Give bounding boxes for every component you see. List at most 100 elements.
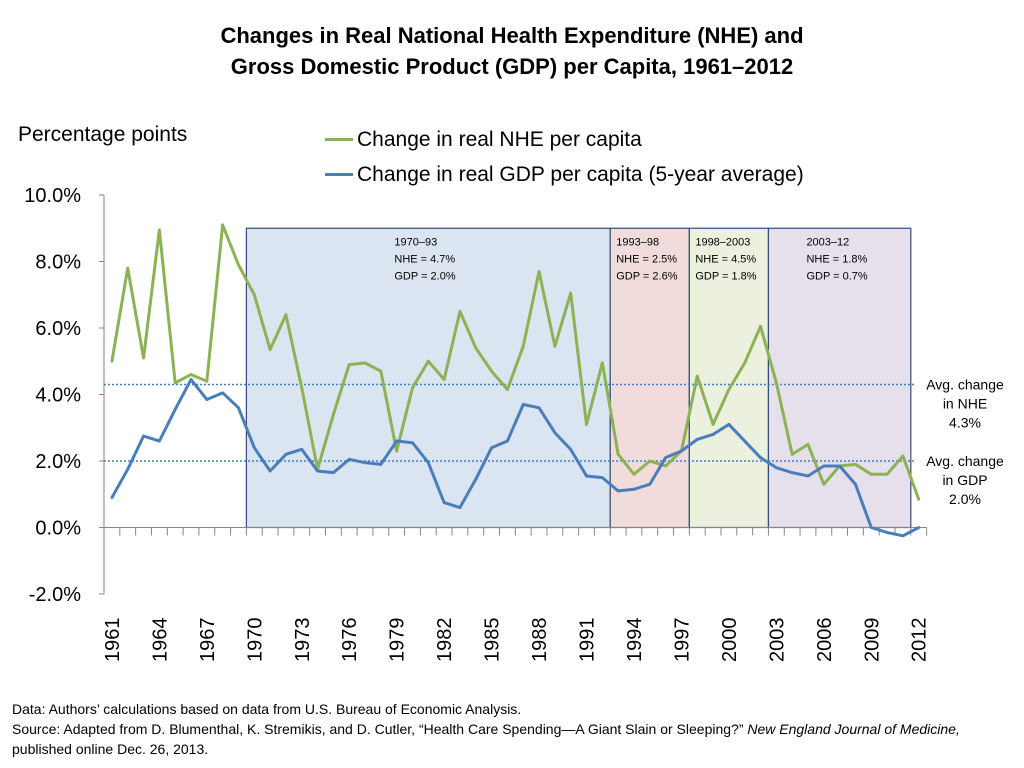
period-gdp: GDP = 0.7%: [806, 270, 867, 282]
x-tick-label: 1964: [149, 618, 171, 663]
data-point-nhe: [727, 388, 731, 391]
data-point-nhe: [648, 459, 652, 463]
data-point-gdp: [537, 406, 541, 410]
data-point-nhe: [173, 381, 177, 385]
y-axis-unit-label: Percentage points: [18, 123, 188, 146]
footer-source-note: Source: Adapted from D. Blumenthal, K. S…: [12, 719, 1017, 759]
data-point-gdp: [869, 526, 873, 529]
data-point-gdp: [585, 474, 588, 478]
x-tick-label: 1961: [102, 618, 124, 663]
data-point-nhe: [869, 472, 873, 476]
legend-label-gdp: Change in real GDP per capita (5-year av…: [357, 162, 804, 186]
footer-journal: New England Journal of Medicine,: [747, 721, 960, 737]
chart-plot: 1970–93 NHE = 4.7% GDP = 2.0% 1993–98 NHE = …: [24, 185, 1004, 663]
y-tick-label: 8.0%: [35, 252, 81, 274]
data-point-gdp: [664, 456, 668, 460]
period-gdp: GDP = 1.8%: [695, 270, 756, 282]
data-point-gdp: [331, 471, 335, 475]
period-rect: [245, 227, 611, 529]
data-point-nhe: [790, 452, 794, 456]
x-tick-label: 2003: [766, 618, 788, 663]
data-point-nhe: [237, 263, 240, 267]
data-point-nhe: [221, 223, 225, 227]
data-point-nhe: [569, 291, 573, 295]
average-label-line: in GDP: [942, 472, 987, 488]
data-point-gdp: [854, 482, 857, 486]
data-point-gdp: [442, 501, 446, 504]
data-point-nhe: [126, 266, 130, 270]
data-point-gdp: [300, 447, 304, 451]
data-point-gdp: [189, 378, 193, 381]
data-point-nhe: [157, 228, 161, 232]
average-label-line: Avg. change: [926, 453, 1004, 469]
data-point-nhe: [822, 482, 826, 486]
period-nhe: NHE = 4.5%: [695, 253, 756, 265]
data-point-gdp: [806, 474, 810, 478]
data-point-nhe: [854, 462, 857, 466]
period-nhe: NHE = 4.7%: [394, 253, 455, 265]
data-point-nhe: [395, 449, 399, 453]
data-point-gdp: [157, 439, 161, 443]
data-point-gdp: [759, 456, 762, 460]
x-tick-label: 1967: [197, 618, 219, 663]
data-point-nhe: [600, 361, 604, 365]
footer-source-prefix: Source: Adapted from D. Blumenthal, K. S…: [12, 721, 748, 737]
data-point-gdp: [173, 408, 177, 411]
y-tick-label: -2.0%: [29, 584, 81, 606]
data-point-gdp: [743, 439, 747, 443]
data-point-nhe: [331, 413, 335, 416]
period-box-0: 1970–93 NHE = 4.7% GDP = 2.0%: [245, 227, 611, 529]
period-nhe: NHE = 1.8%: [806, 253, 867, 265]
data-point-gdp: [648, 482, 652, 486]
period-label: 1998–2003: [695, 236, 750, 248]
legend-item-nhe: Change in real NHE per capita: [325, 122, 804, 157]
data-point-gdp: [126, 467, 130, 471]
data-point-gdp: [237, 406, 240, 410]
series-line-gdp: [110, 378, 920, 538]
data-point-gdp: [268, 469, 272, 473]
period-rect: [688, 227, 770, 529]
data-point-gdp: [426, 461, 430, 465]
data-point-nhe: [537, 270, 541, 273]
average-label-gdp: Avg. change in GDP 2.0%: [926, 453, 1004, 507]
data-point-gdp: [727, 423, 731, 426]
data-point-gdp: [616, 489, 620, 493]
data-point-nhe: [521, 344, 525, 348]
data-point-nhe: [585, 423, 588, 426]
data-point-nhe: [458, 309, 462, 313]
data-point-nhe: [774, 381, 778, 385]
data-point-gdp: [695, 437, 699, 441]
legend-item-gdp: Change in real GDP per capita (5-year av…: [325, 157, 804, 192]
data-point-gdp: [363, 461, 367, 465]
series-line-nhe: [110, 223, 921, 500]
x-tick-label: 1997: [671, 618, 693, 663]
x-tick-label: 1973: [292, 618, 314, 663]
data-point-nhe: [490, 369, 493, 373]
footer-data-note: Data: Authors’ calculations based on dat…: [12, 701, 522, 717]
data-point-nhe: [506, 388, 509, 391]
average-label-line: 4.3%: [949, 415, 981, 431]
data-point-gdp: [395, 439, 399, 443]
x-tick-label: 1979: [387, 618, 409, 663]
data-point-nhe: [917, 497, 921, 501]
chart-title-line-1: Changes in Real National Health Expendit…: [220, 23, 804, 48]
data-point-gdp: [901, 534, 905, 538]
data-point-gdp: [917, 526, 921, 529]
data-point-nhe: [759, 324, 762, 328]
chart-legend: Change in real NHE per capita Change in …: [325, 122, 804, 192]
data-point-gdp: [458, 506, 462, 509]
y-tick-label: 0.0%: [35, 518, 81, 540]
period-label: 2003–12: [806, 236, 849, 248]
data-point-nhe: [474, 346, 478, 350]
x-tick-label: 2012: [909, 618, 931, 663]
chart-title-line-2: Gross Domestic Product (GDP) per Capita,…: [230, 54, 794, 79]
data-point-gdp: [205, 398, 209, 401]
data-point-nhe: [664, 464, 668, 468]
data-point-gdp: [284, 452, 288, 456]
y-tick-label: 4.0%: [35, 385, 81, 407]
average-label-line: Avg. change: [926, 377, 1004, 393]
data-point-nhe: [347, 363, 351, 366]
data-point-nhe: [632, 472, 636, 476]
data-point-gdp: [774, 466, 778, 470]
period-box-2: 1998–2003 NHE = 4.5% GDP = 1.8%: [688, 227, 770, 529]
